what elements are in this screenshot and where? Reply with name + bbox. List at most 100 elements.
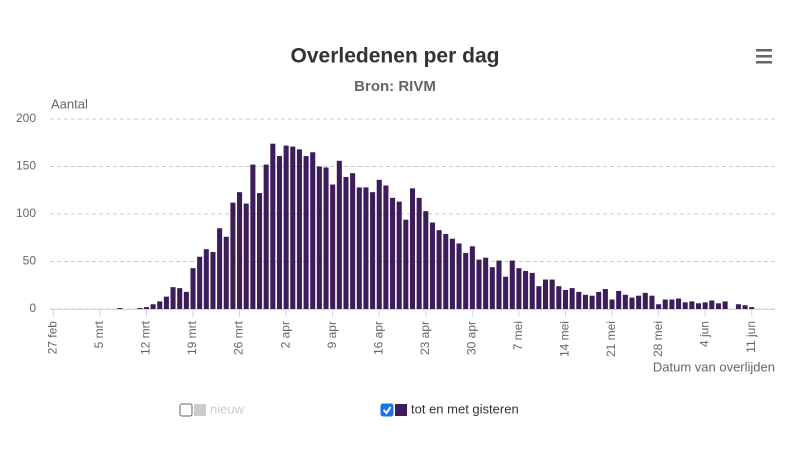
x-tick-label: 9 apr xyxy=(325,321,339,348)
x-tick-label: 16 apr xyxy=(371,321,385,355)
bar xyxy=(509,260,515,309)
bar xyxy=(316,166,322,309)
x-tick-label: 14 mei xyxy=(558,321,572,357)
legend-checkbox[interactable] xyxy=(179,403,193,417)
bar xyxy=(516,268,522,309)
bar xyxy=(682,302,688,309)
bar xyxy=(423,211,429,309)
bar xyxy=(735,304,741,309)
bar xyxy=(483,257,489,309)
bar xyxy=(290,146,296,309)
x-tick-label: 5 mrt xyxy=(92,320,106,348)
bar xyxy=(429,222,435,309)
bar xyxy=(549,279,555,309)
bar xyxy=(602,289,608,309)
bar xyxy=(283,145,289,309)
y-tick-label: 200 xyxy=(16,111,36,125)
chart-title: Overledenen per dag xyxy=(291,45,500,68)
legend-item[interactable]: tot en met gisteren xyxy=(380,401,519,417)
bar xyxy=(649,295,655,309)
bar xyxy=(383,185,389,309)
bar xyxy=(469,246,475,309)
bar xyxy=(210,252,216,309)
legend-label: tot en met gisteren xyxy=(411,401,519,416)
x-tick-label: 30 apr xyxy=(465,321,479,355)
menu-bar xyxy=(756,55,772,58)
legend-label: nieuw xyxy=(210,401,245,416)
x-tick-label: 27 feb xyxy=(45,321,59,355)
x-tick-label: 11 jun xyxy=(744,321,758,353)
bar xyxy=(463,252,469,309)
bar xyxy=(529,272,535,309)
bar xyxy=(150,304,156,309)
bar xyxy=(303,156,309,309)
bar xyxy=(237,192,243,309)
bar xyxy=(562,290,569,309)
legend-swatch xyxy=(194,404,206,416)
bar xyxy=(336,160,342,309)
bar xyxy=(416,197,422,309)
menu-button[interactable] xyxy=(756,49,772,64)
bar xyxy=(662,299,668,309)
checkmark xyxy=(382,406,392,415)
bar xyxy=(669,299,675,309)
legend-checkbox[interactable] xyxy=(380,403,394,417)
y-tick-label: 150 xyxy=(16,159,36,173)
bar xyxy=(230,202,236,309)
bar xyxy=(503,276,509,309)
bar xyxy=(616,290,622,309)
bar xyxy=(596,291,602,309)
bar xyxy=(376,179,382,309)
bar xyxy=(569,288,575,309)
bar xyxy=(217,228,223,309)
bar xyxy=(749,307,755,309)
bar xyxy=(370,192,376,309)
x-tick-label: 7 mei xyxy=(511,321,525,350)
bar xyxy=(177,288,183,309)
bar xyxy=(203,249,209,309)
bar xyxy=(310,152,316,309)
bar xyxy=(270,143,276,309)
bar xyxy=(243,203,249,309)
bar xyxy=(556,286,562,309)
x-tick-label: 2 apr xyxy=(278,321,292,348)
bar xyxy=(702,302,708,309)
bar xyxy=(396,201,402,309)
legend-item[interactable]: nieuw xyxy=(179,401,245,417)
bar xyxy=(536,286,542,309)
x-tick-label: 4 jun xyxy=(697,321,711,347)
bar xyxy=(323,167,329,309)
bar xyxy=(137,308,143,309)
x-tick-label: 26 mrt xyxy=(232,320,246,355)
bar xyxy=(343,176,349,309)
bar xyxy=(157,301,163,309)
bar xyxy=(356,187,362,309)
bar xyxy=(436,230,442,309)
bar xyxy=(443,233,449,309)
bar xyxy=(576,291,582,309)
bar xyxy=(715,303,721,309)
bar xyxy=(250,164,256,309)
bar xyxy=(363,187,369,309)
bar xyxy=(197,256,203,309)
bar xyxy=(622,294,628,309)
bar xyxy=(183,291,189,309)
bar xyxy=(390,197,396,309)
bar xyxy=(656,304,662,309)
x-axis-title: Datum van overlijden xyxy=(653,359,775,374)
x-tick-label: 23 apr xyxy=(418,321,432,355)
x-tick-label: 19 mrt xyxy=(185,320,199,355)
bar xyxy=(456,243,462,309)
menu-bar xyxy=(756,49,772,52)
bar xyxy=(350,173,356,309)
x-tick-label: 21 mei xyxy=(604,321,618,357)
bar xyxy=(190,268,196,309)
bar xyxy=(409,188,416,309)
bar xyxy=(163,296,169,309)
bar xyxy=(629,297,635,309)
bar xyxy=(496,260,502,309)
bar xyxy=(143,307,149,309)
x-tick-label: 12 mrt xyxy=(139,320,153,355)
bar xyxy=(582,294,588,309)
